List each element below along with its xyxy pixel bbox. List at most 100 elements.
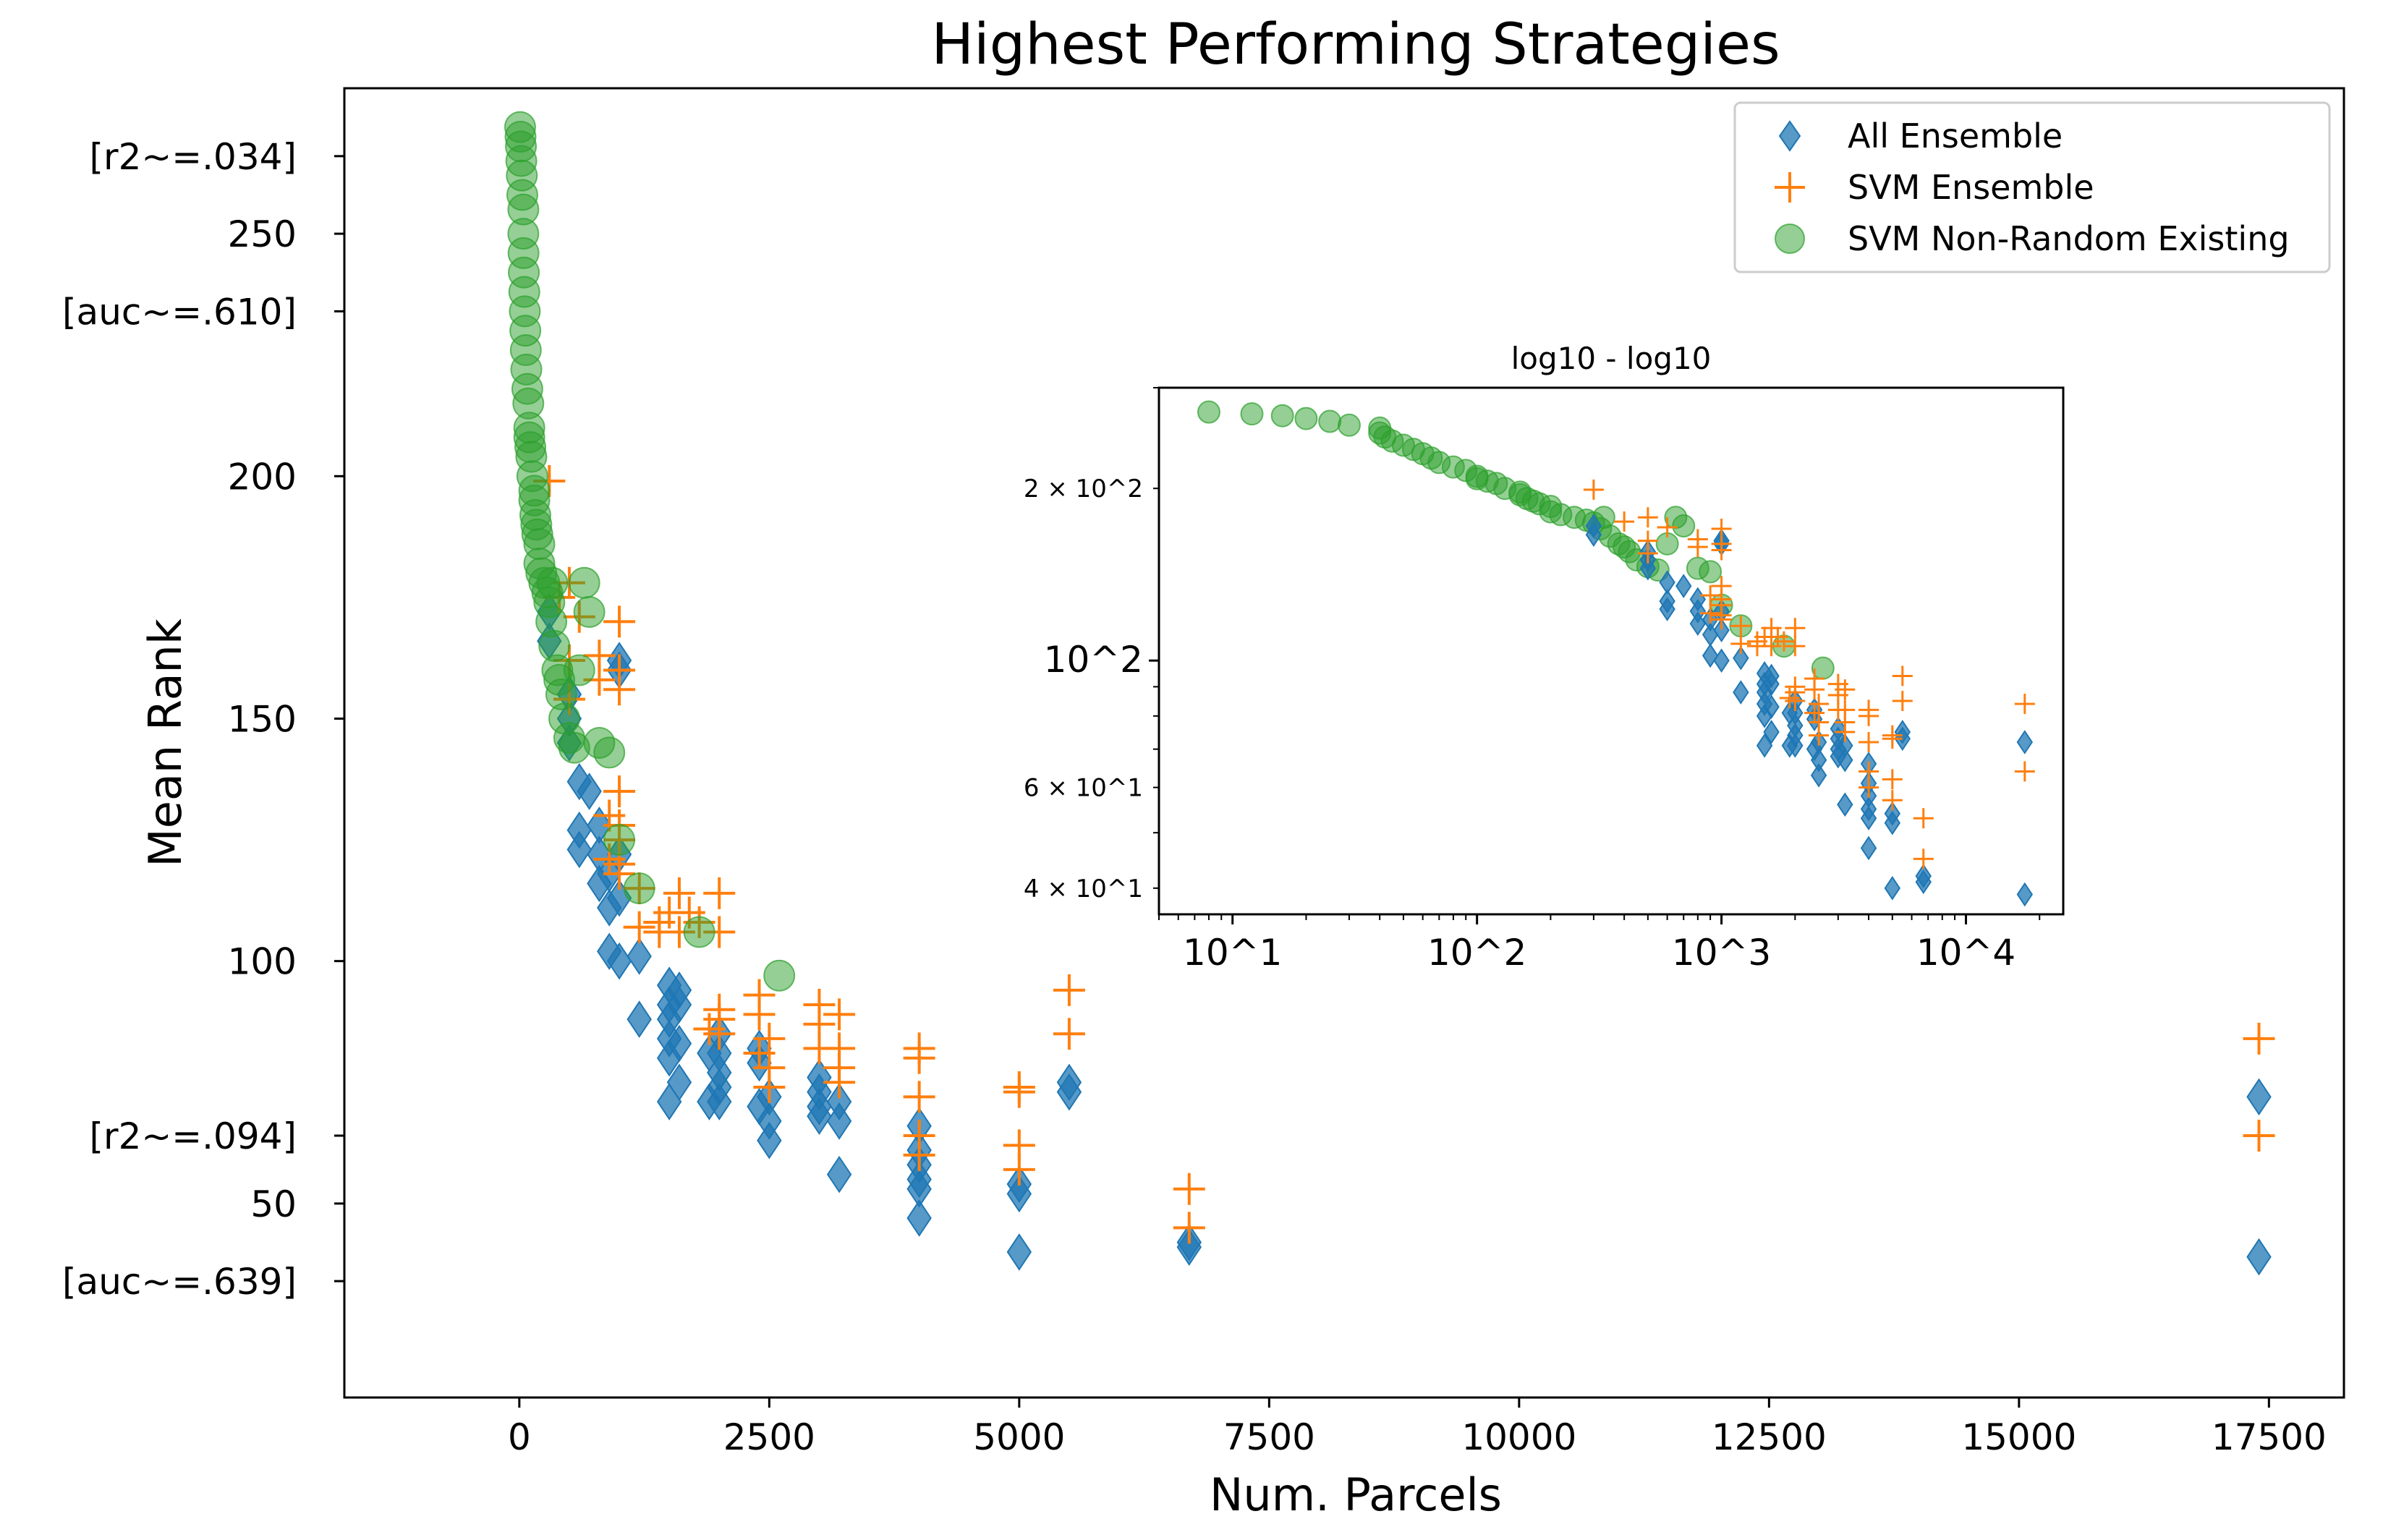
inset-point-all-ensemble [1837, 747, 1853, 773]
inset-point-svm-ensemble [1785, 691, 1806, 712]
inset-point-svm-ensemble [1913, 848, 1934, 869]
legend-label-all-ensemble: All Ensemble [1848, 116, 2063, 156]
x-tick-label: 7500 [1223, 1416, 1315, 1458]
data-point-svm-ensemble [753, 1071, 786, 1103]
main-plot-markers [504, 111, 2275, 1276]
data-point-svm-ensemble [1053, 974, 1085, 1006]
data-point-all-ensemble [826, 1102, 852, 1140]
inset-x-tick-label: 10^1 [1183, 932, 1282, 974]
y-tick-label: [auc~=.639] [62, 1261, 297, 1303]
inset-y-tick-label: 4 × 10^1 [1024, 875, 1143, 903]
inset-markers [1197, 400, 2035, 907]
inset-point-all-ensemble [2016, 882, 2034, 907]
inset-point-all-ensemble [1585, 522, 1602, 547]
inset-x-tick-label: 10^3 [1672, 932, 1771, 974]
data-point-svm-nonrandom [623, 872, 655, 905]
inset-point-svm-ensemble [1859, 732, 1879, 753]
data-point-all-ensemble [1006, 1175, 1032, 1213]
data-point-all-ensemble [1176, 1228, 1202, 1266]
legend-marker-all-ensemble [1778, 120, 1801, 152]
legend-label-svm-nonrandom: SVM Non-Random Existing [1848, 219, 2290, 258]
inset-point-svm-ensemble [1804, 702, 1825, 723]
inset-point-all-ensemble [1756, 733, 1773, 758]
inset-point-all-ensemble [1884, 876, 1900, 901]
inset-point-svm-ensemble [1614, 511, 1635, 532]
data-point-svm-ensemble [703, 877, 736, 909]
y-tick-label: 100 [228, 941, 297, 983]
data-point-svm-ensemble [2243, 1120, 2275, 1152]
y-tick-label: 150 [228, 698, 297, 740]
inset-point-svm-ensemble [1785, 618, 1806, 639]
legend: All Ensemble SVM Ensemble SVM Non-Random… [1733, 101, 2331, 273]
data-point-all-ensemble [2246, 1078, 2272, 1116]
data-point-svm-ensemble [1173, 1212, 1205, 1244]
y-tick-label: [r2~=.094] [90, 1115, 297, 1157]
inset-point-svm-nonrandom [1294, 407, 1318, 430]
inset-point-all-ensemble [1713, 648, 1730, 673]
data-point-all-ensemble [606, 942, 632, 980]
inset-point-svm-ensemble [1700, 603, 1721, 624]
inset-point-all-ensemble [1675, 574, 1692, 598]
x-tick-label: 10000 [1461, 1416, 1576, 1458]
inset-point-svm-ensemble [1711, 609, 1732, 630]
data-point-svm-ensemble [603, 775, 636, 808]
inset-point-svm-ensemble [1882, 728, 1903, 749]
inset-point-svm-ensemble [1773, 631, 1794, 652]
inset-chart: log10 - log10 10^1 10^2 10^3 10^4 4 × 10^1 6 … [1024, 341, 2065, 974]
inset-point-svm-ensemble [1892, 691, 1913, 712]
inset-point-svm-nonrandom [1318, 409, 1342, 433]
inset-point-all-ensemble [1639, 556, 1657, 581]
data-point-all-ensemble [906, 1199, 932, 1237]
inset-point-all-ensemble [1915, 869, 1932, 895]
inset-title: log10 - log10 [1511, 341, 1712, 376]
plot-area [343, 87, 2345, 1399]
inset-point-svm-ensemble [1730, 633, 1751, 654]
data-point-svm-ensemble [903, 1081, 935, 1113]
data-point-svm-nonrandom [593, 736, 626, 769]
inset-point-svm-ensemble [1711, 540, 1732, 561]
data-point-all-ensemble [1006, 1233, 1032, 1271]
inset-point-svm-nonrandom [1270, 404, 1294, 427]
inset-point-all-ensemble [1837, 792, 1853, 817]
data-point-all-ensemble [566, 830, 592, 869]
data-point-svm-ensemble [1003, 1076, 1035, 1108]
y-axis-ticks: [r2~=.034] 250 [auc~=.610] 200 150 100 [r2~=.0… [62, 136, 344, 1303]
inset-point-svm-ensemble [1859, 777, 1879, 798]
x-axis-label: Num. Parcels [1210, 1468, 1502, 1521]
chart-title: Highest Performing Strategies [931, 12, 1780, 77]
inset-point-svm-ensemble [2014, 694, 2035, 715]
inset-point-svm-ensemble [1583, 479, 1604, 500]
data-point-all-ensemble [707, 1083, 732, 1120]
inset-point-svm-nonrandom [1699, 560, 1723, 584]
inset-point-svm-ensemble [1809, 725, 1830, 746]
legend-marker-svm-nonrandom [1775, 224, 1805, 254]
data-point-svm-ensemble [663, 877, 695, 909]
x-tick-label: 17500 [2212, 1416, 2327, 1458]
data-point-all-ensemble [626, 937, 652, 975]
y-tick-label: 250 [228, 213, 297, 255]
data-point-svm-nonrandom [603, 824, 636, 856]
data-point-svm-ensemble [623, 911, 655, 943]
inset-point-all-ensemble [1810, 763, 1827, 788]
y-axis-label: Mean Rank [139, 618, 192, 867]
y-tick-label: [r2~=.034] [90, 136, 297, 178]
inset-point-all-ensemble [1860, 806, 1877, 831]
data-point-all-ensemble [666, 1024, 692, 1063]
data-point-all-ensemble [2246, 1238, 2272, 1276]
x-tick-label: 2500 [723, 1416, 815, 1458]
inset-y-tick-label: 6 × 10^1 [1024, 774, 1143, 803]
data-point-svm-nonrandom [536, 566, 569, 599]
legend-box [1733, 101, 2331, 273]
inset-x-tick-label: 10^4 [1916, 932, 2015, 974]
data-point-svm-ensemble [1003, 1153, 1035, 1186]
inset-point-all-ensemble [1659, 597, 1675, 621]
inset-point-svm-nonrandom [1337, 413, 1361, 437]
inset-point-all-ensemble [1787, 733, 1804, 758]
data-point-all-ensemble [577, 773, 602, 810]
inset-point-svm-nonrandom [1240, 402, 1264, 426]
data-point-all-ensemble [1056, 1073, 1082, 1111]
y-tick-label: 200 [228, 456, 297, 498]
data-point-svm-ensemble [903, 1042, 935, 1074]
x-tick-label: 12500 [1712, 1416, 1827, 1458]
